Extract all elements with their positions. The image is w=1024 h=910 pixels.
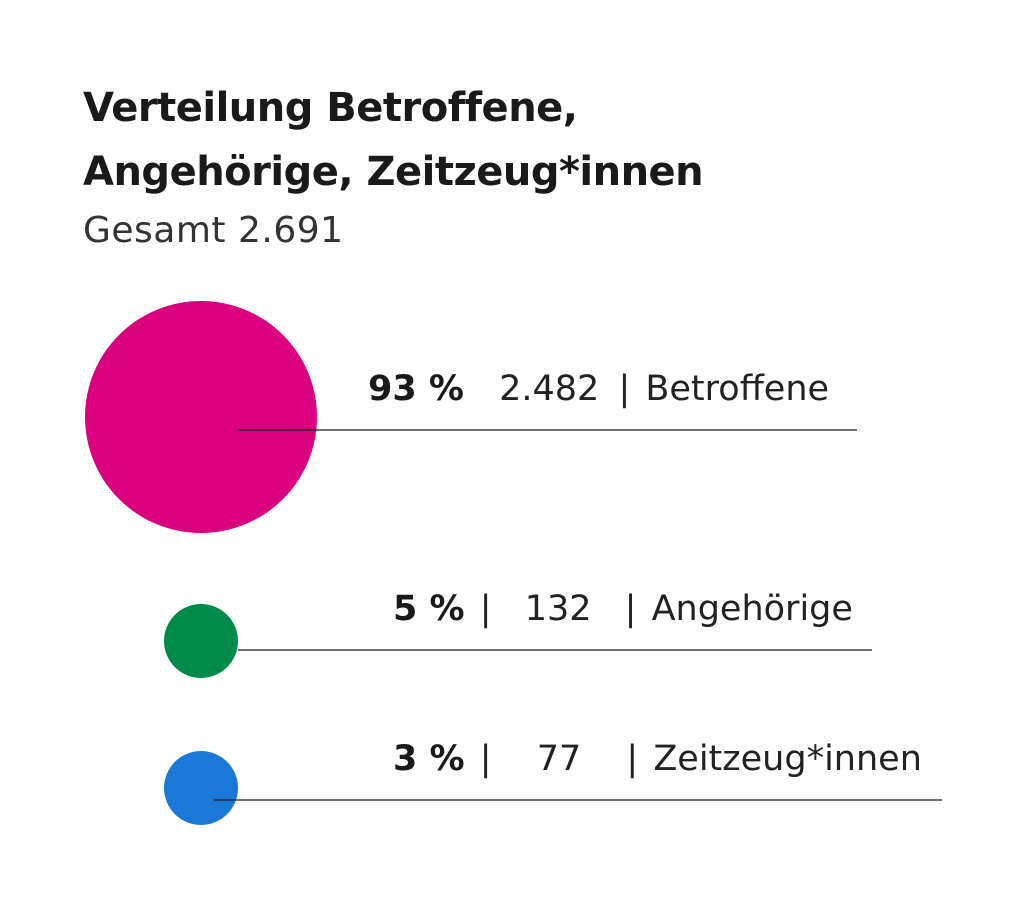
count-label: 2.482	[499, 369, 600, 409]
separator: |	[479, 589, 492, 629]
category-label: Angehörige	[651, 589, 853, 629]
row-label-betroffene: 93 % 2.482 | Betroffene	[368, 365, 829, 413]
separator: |	[618, 369, 631, 409]
bubble-3	[164, 751, 238, 825]
row-label-angehoerige: 5 % | 132 | Angehörige	[393, 585, 853, 633]
percent-label: 93 %	[368, 369, 464, 409]
count-label: 132	[524, 589, 592, 629]
bubble-1	[85, 301, 317, 533]
count-label: 77	[536, 739, 582, 779]
chart-subtitle: Gesamt 2.691	[83, 210, 344, 251]
bubble-2	[164, 604, 238, 678]
separator: |	[624, 589, 637, 629]
percent-label: 5 %	[393, 589, 465, 629]
chart-title-line-1: Verteilung Betroffene,	[83, 85, 578, 131]
percent-label: 3 %	[393, 739, 465, 779]
chart-title-line-2: Angehörige, Zeitzeug*innen	[83, 149, 704, 195]
row-label-zeitzeuginnen: 3 % | 77 | Zeitzeug*innen	[393, 735, 922, 783]
category-label: Zeitzeug*innen	[653, 739, 922, 779]
separator: |	[479, 739, 492, 779]
chart-title: Verteilung Betroffene, Angehörige, Zeitz…	[83, 76, 704, 204]
separator: |	[626, 739, 639, 779]
category-label: Betroffene	[645, 369, 830, 409]
